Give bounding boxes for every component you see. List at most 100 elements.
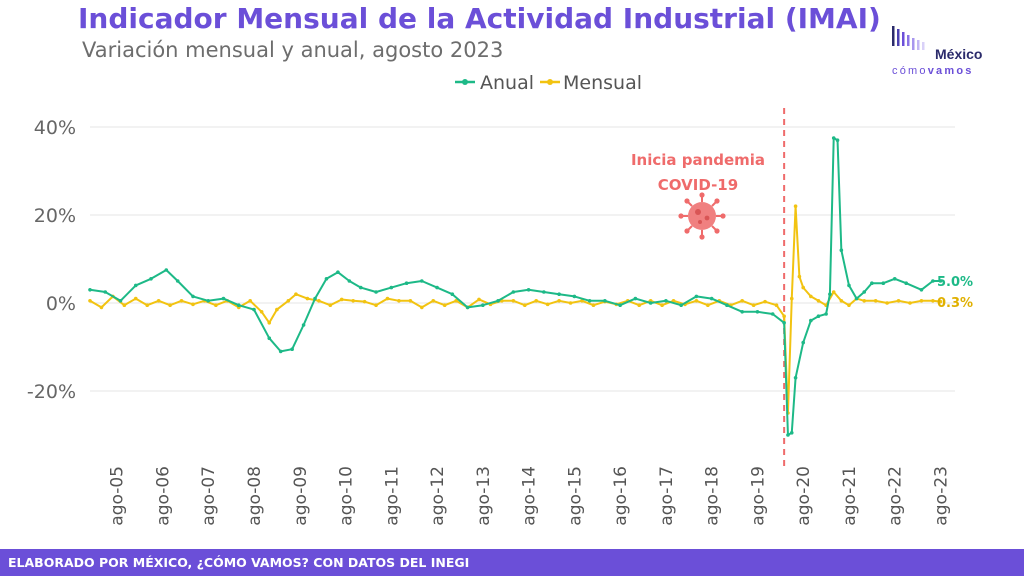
x-tick-label: ago-10 bbox=[337, 466, 357, 526]
data-point-mensual bbox=[774, 303, 779, 308]
data-point-mensual bbox=[740, 299, 744, 303]
logo-text: México bbox=[935, 46, 983, 62]
footer-text: ELABORADO POR MÉXICO, ¿CÓMO VAMOS? CON D… bbox=[8, 555, 470, 570]
data-point-anual bbox=[648, 301, 653, 305]
data-point-mensual bbox=[511, 299, 516, 303]
data-point-mensual bbox=[801, 285, 806, 290]
series-layer bbox=[88, 136, 943, 437]
data-point-anual bbox=[801, 340, 806, 345]
data-point-mensual bbox=[896, 299, 901, 303]
data-point-mensual bbox=[557, 299, 561, 303]
data-point-anual bbox=[252, 307, 256, 312]
data-point-mensual bbox=[156, 299, 161, 303]
pandemic-annotation: Inicia pandemia COVID-19 bbox=[631, 151, 765, 240]
data-point-mensual bbox=[431, 299, 436, 303]
data-point-mensual bbox=[168, 303, 172, 308]
data-point-anual bbox=[862, 290, 867, 294]
x-tick-label: ago-17 bbox=[657, 466, 677, 526]
data-point-mensual bbox=[477, 297, 481, 302]
data-point-anual bbox=[679, 303, 683, 308]
x-tick-label: ago-15 bbox=[565, 466, 585, 526]
data-point-mensual bbox=[294, 292, 298, 297]
data-point-anual bbox=[313, 296, 317, 301]
data-point-anual bbox=[542, 290, 546, 294]
data-point-anual bbox=[664, 299, 668, 303]
data-point-mensual bbox=[275, 307, 279, 312]
logo-tagline: cómovamos bbox=[892, 65, 974, 77]
data-point-mensual bbox=[847, 303, 851, 308]
data-point-anual bbox=[931, 279, 935, 283]
data-point-anual bbox=[191, 294, 195, 299]
data-point-mensual bbox=[317, 299, 321, 303]
data-point-anual bbox=[892, 277, 897, 281]
data-point-anual bbox=[118, 299, 123, 303]
data-point-anual bbox=[828, 292, 832, 297]
data-point-anual bbox=[103, 290, 108, 294]
data-point-mensual bbox=[545, 302, 550, 307]
data-point-mensual bbox=[751, 303, 756, 308]
x-tick-label: ago-08 bbox=[245, 466, 265, 526]
data-point-mensual bbox=[191, 302, 195, 307]
data-point-anual bbox=[870, 281, 874, 286]
data-point-anual bbox=[725, 303, 729, 308]
data-point-anual bbox=[618, 303, 622, 308]
data-point-mensual bbox=[454, 299, 458, 303]
data-point-anual bbox=[831, 136, 836, 140]
logo-bars-icon bbox=[892, 26, 925, 50]
data-point-anual bbox=[221, 296, 226, 301]
legend-mensual-label: Mensual bbox=[563, 72, 642, 94]
data-point-mensual bbox=[706, 303, 710, 308]
data-point-anual bbox=[278, 349, 283, 354]
data-point-mensual bbox=[816, 299, 821, 303]
data-point-mensual bbox=[522, 303, 527, 308]
data-point-anual bbox=[740, 310, 744, 314]
line-chart: 40%20%0%-20% ago-05 ago-06 ago-07 ago-08 ago… bbox=[27, 72, 973, 526]
data-point-mensual bbox=[534, 299, 539, 303]
data-point-anual bbox=[881, 281, 886, 286]
data-point-anual bbox=[835, 138, 840, 142]
data-point-mensual bbox=[442, 303, 447, 308]
x-tick-label: ago-18 bbox=[703, 466, 723, 526]
data-point-anual bbox=[526, 288, 531, 292]
data-point-mensual bbox=[145, 303, 150, 308]
data-point-anual bbox=[633, 296, 638, 301]
data-point-anual bbox=[133, 283, 138, 288]
data-point-mensual bbox=[397, 299, 401, 303]
data-point-mensual bbox=[839, 299, 844, 303]
x-tick-label: ago-05 bbox=[108, 466, 128, 526]
data-point-anual bbox=[324, 277, 329, 281]
data-point-anual bbox=[374, 290, 378, 294]
x-tick-label: ago-09 bbox=[291, 466, 311, 526]
x-tick-label: ago-23 bbox=[932, 466, 952, 526]
data-point-mensual bbox=[351, 299, 355, 303]
logo: México cómovamos bbox=[890, 24, 1000, 84]
data-point-mensual bbox=[267, 321, 272, 325]
data-point-mensual bbox=[763, 299, 767, 304]
data-point-anual bbox=[572, 294, 577, 299]
data-point-mensual bbox=[591, 303, 596, 308]
y-axis: 40% 20% 0% -20% bbox=[27, 117, 76, 403]
data-point-mensual bbox=[122, 303, 127, 308]
data-point-anual bbox=[938, 279, 943, 283]
y-tick-label: 40% bbox=[34, 117, 76, 139]
legend-anual-marker bbox=[462, 79, 468, 85]
y-tick-label: 20% bbox=[34, 205, 76, 227]
data-point-mensual bbox=[328, 303, 333, 308]
data-point-anual bbox=[290, 347, 294, 352]
data-point-mensual bbox=[862, 299, 867, 303]
x-axis: ago-05 ago-06 ago-07 ago-08 ago-09 ago-10 ago-… bbox=[108, 466, 952, 526]
annotation-line1: Inicia pandemia bbox=[631, 151, 765, 169]
data-point-anual bbox=[824, 312, 828, 316]
data-point-anual bbox=[389, 285, 394, 290]
end-label-mensual: 0.3% bbox=[937, 296, 973, 311]
page-title: Indicador Mensual de la Actividad Indust… bbox=[78, 2, 881, 35]
x-tick-label: ago-13 bbox=[474, 466, 494, 526]
data-point-anual bbox=[301, 323, 306, 327]
data-point-mensual bbox=[374, 303, 378, 308]
data-point-mensual bbox=[286, 299, 291, 303]
data-point-anual bbox=[511, 290, 516, 294]
data-point-mensual bbox=[259, 310, 264, 314]
data-point-anual bbox=[481, 303, 485, 308]
data-point-anual bbox=[236, 303, 241, 308]
data-point-anual bbox=[809, 318, 813, 323]
